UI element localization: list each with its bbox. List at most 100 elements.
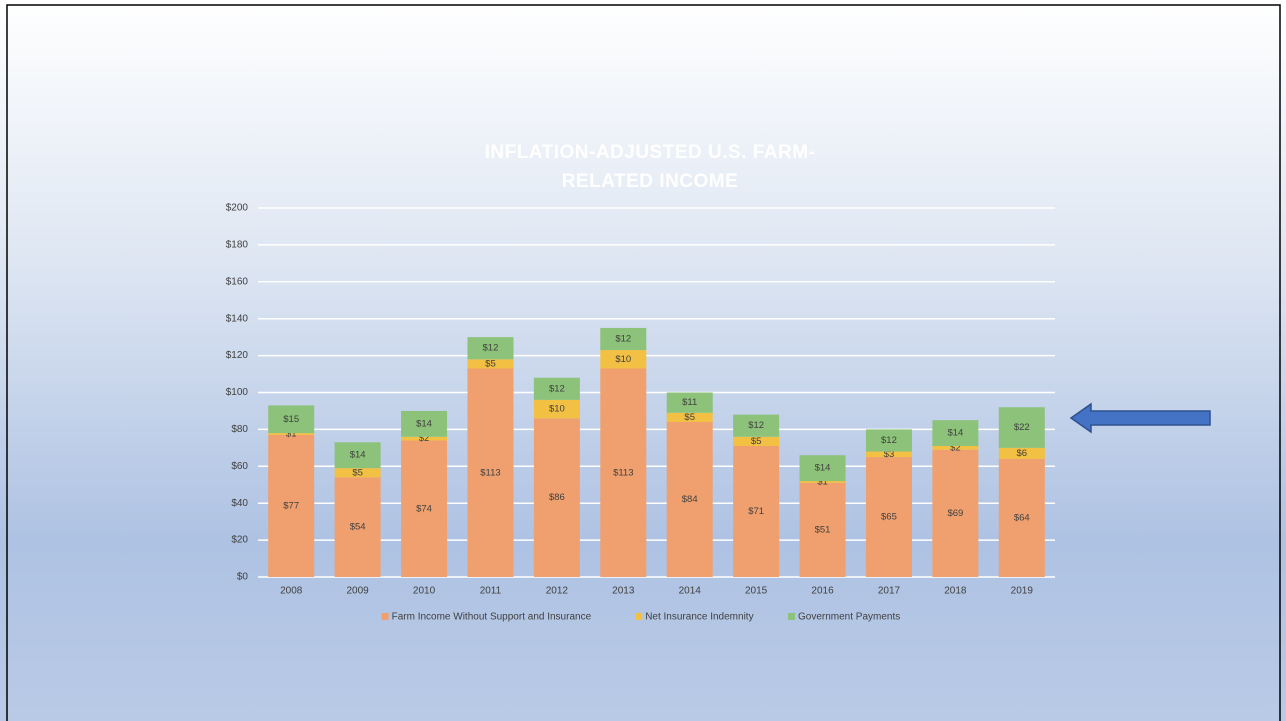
x-tick-label: 2010	[413, 586, 436, 597]
data-label: $1	[817, 476, 828, 487]
bar-segment	[733, 446, 780, 577]
x-tick-label: 2017	[878, 586, 901, 597]
legend-label: Government Payments	[798, 612, 900, 623]
slide-border	[6, 4, 1281, 721]
bar-segment	[334, 442, 381, 469]
bar-segment	[865, 429, 912, 452]
y-tick-label: $120	[226, 350, 249, 361]
data-label: $14	[416, 418, 432, 429]
data-label: $69	[947, 508, 963, 519]
bar-segment	[467, 337, 514, 360]
data-label: $5	[684, 412, 695, 423]
data-label: $5	[352, 467, 363, 478]
data-label: $12	[615, 334, 631, 345]
y-tick-label: $160	[226, 276, 249, 287]
y-tick-label: $40	[231, 498, 248, 509]
legend-swatch	[788, 613, 795, 620]
bar-segment	[467, 359, 514, 369]
y-tick-label: $200	[226, 203, 249, 214]
bar-segment	[533, 418, 580, 577]
data-label: $2	[950, 442, 961, 453]
bar-segment	[932, 420, 979, 447]
bar-segment	[666, 412, 713, 423]
data-label: $12	[881, 435, 897, 446]
bar-segment	[600, 368, 647, 577]
data-label: $113	[480, 467, 500, 478]
x-tick-label: 2011	[480, 586, 502, 597]
data-label: $74	[416, 503, 432, 514]
bar-segment	[533, 399, 580, 419]
bar-segment	[268, 433, 315, 435]
y-tick-label: $180	[226, 240, 249, 251]
y-tick-label: $0	[237, 572, 249, 583]
x-tick-label: 2018	[944, 586, 967, 597]
bar-segment	[401, 410, 448, 437]
y-tick-label: $80	[231, 424, 248, 435]
data-label: $77	[283, 500, 299, 511]
x-tick-label: 2009	[347, 586, 370, 597]
bar-segment	[401, 440, 448, 577]
y-tick-label: $20	[231, 535, 248, 546]
bar-segment	[600, 327, 647, 351]
data-label: $5	[751, 436, 762, 447]
x-tick-label: 2008	[280, 586, 303, 597]
bar-segment	[865, 451, 912, 458]
data-label: $71	[748, 506, 764, 517]
data-label: $14	[947, 428, 963, 439]
x-tick-label: 2015	[745, 586, 768, 597]
data-label: $22	[1014, 422, 1030, 433]
data-label: $12	[483, 343, 499, 354]
bar-segment	[401, 436, 448, 441]
legend-label: Net Insurance Indemnity	[645, 612, 753, 623]
data-label: $5	[485, 358, 496, 369]
data-label: $12	[549, 383, 565, 394]
data-label: $10	[615, 354, 631, 365]
data-label: $113	[613, 467, 633, 478]
data-label: $14	[350, 450, 366, 461]
data-label: $84	[682, 494, 698, 505]
bar-segment	[334, 477, 381, 577]
data-label: $6	[1017, 448, 1028, 459]
bar-segment	[998, 447, 1045, 459]
bar-segment	[799, 481, 846, 483]
bar-segment	[666, 422, 713, 577]
data-label: $3	[884, 449, 895, 460]
data-label: $14	[815, 463, 831, 474]
bar-segment	[799, 455, 846, 482]
data-label: $11	[682, 397, 697, 408]
bar-segment	[467, 368, 514, 577]
data-label: $86	[549, 492, 565, 503]
bar-segment	[268, 434, 315, 577]
bar-segment	[600, 350, 647, 369]
data-label: $65	[881, 512, 897, 523]
bar-segment	[733, 436, 780, 447]
y-tick-label: $60	[231, 461, 248, 472]
data-label: $51	[815, 524, 831, 535]
bar-segment	[932, 446, 979, 450]
legend-swatch	[381, 613, 389, 620]
data-label: $54	[350, 522, 366, 533]
bar-segment	[998, 458, 1045, 577]
data-label: $2	[419, 433, 430, 444]
x-tick-label: 2019	[1011, 586, 1034, 597]
y-tick-label: $100	[226, 387, 249, 398]
x-tick-label: 2016	[811, 586, 834, 597]
data-label: $12	[748, 420, 764, 431]
data-label: $15	[283, 414, 299, 425]
x-tick-label: 2014	[679, 586, 702, 597]
legend-swatch	[635, 613, 643, 620]
chart-title: INFLATION-ADJUSTED U.S. FARM-RELATED INC…	[484, 142, 816, 192]
legend-label: Farm Income Without Support and Insuranc…	[392, 612, 592, 623]
x-tick-label: 2012	[546, 586, 569, 597]
bar-segment	[666, 392, 713, 413]
bar-segment	[733, 414, 780, 437]
data-label: $10	[549, 404, 565, 415]
y-tick-label: $140	[226, 313, 249, 324]
x-tick-label: 2013	[612, 586, 635, 597]
bar-segment	[865, 457, 912, 577]
arrow	[1069, 402, 1211, 434]
bar-segment	[533, 377, 580, 400]
bar-segment	[998, 407, 1045, 448]
bar-segment	[334, 468, 381, 478]
